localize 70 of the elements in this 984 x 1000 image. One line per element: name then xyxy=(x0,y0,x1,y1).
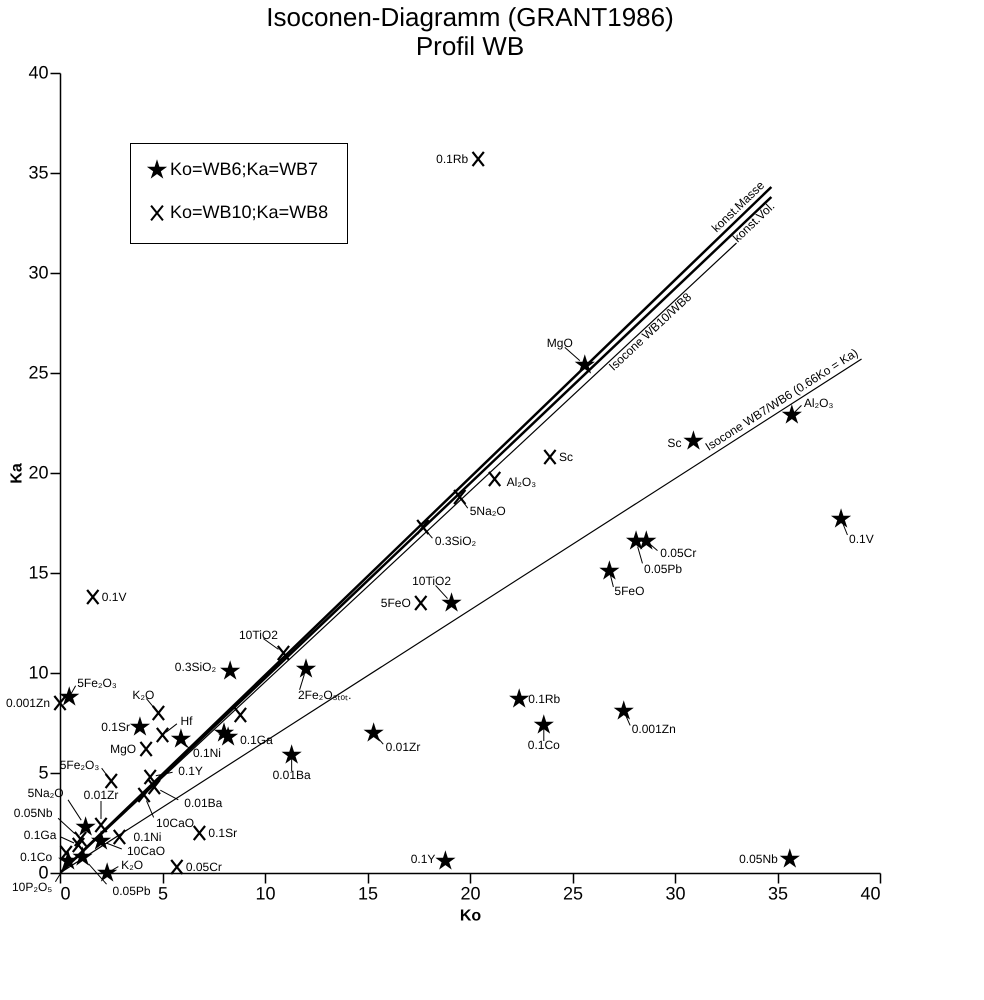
annotation: 0.1Sr xyxy=(208,826,238,840)
annotation: 0.001Zn xyxy=(6,696,50,710)
annotation: 0.3SiO₂ xyxy=(434,534,477,548)
annotation: 0.1Rb xyxy=(436,152,469,166)
y-tick-label: 15 xyxy=(28,562,48,582)
legend-label: Ko=WB6;Ka=WB7 xyxy=(170,159,318,179)
annotation: Sc xyxy=(558,450,573,464)
annotation: 0.05Nb xyxy=(739,852,778,866)
y-tick-label: 40 xyxy=(28,62,48,82)
annotation: 0.1V xyxy=(102,590,126,604)
annotation: 10CaO xyxy=(156,816,194,830)
annotation: 5FeO xyxy=(380,596,411,610)
annotation: 0.1Sr xyxy=(101,720,130,734)
x-tick-label: 20 xyxy=(460,884,481,904)
annotation: 0.01Zr xyxy=(84,788,118,802)
annotation: K₂O xyxy=(132,688,154,702)
annotation: 0.01Ba xyxy=(184,796,223,810)
chart-subtitle: Profil WB xyxy=(416,31,524,61)
y-tick-label: 35 xyxy=(28,162,48,182)
annotation: 5Fe₂O₃ xyxy=(77,676,117,690)
x-tick-label: 10 xyxy=(255,884,276,904)
legend-label: Ko=WB10;Ka=WB8 xyxy=(170,202,328,222)
annotation: 0.1Co xyxy=(20,850,52,864)
annotation: 0.1Rb xyxy=(528,692,561,706)
y-tick-label: 0 xyxy=(38,862,48,882)
chart-title: Isoconen-Diagramm (GRANT1986) xyxy=(266,2,674,32)
annotation: 0.01Ba xyxy=(272,768,311,782)
annotation: 10TiO2 xyxy=(412,574,452,588)
annotation: 0.1Y xyxy=(410,852,436,866)
annotation: 0.1Ni xyxy=(192,746,221,760)
annotation: 0.1Ni xyxy=(133,830,162,844)
annotation: 10P₂O₅ xyxy=(12,880,52,894)
x-tick-label: 30 xyxy=(665,884,686,904)
x-tick-label: 0 xyxy=(60,884,71,904)
annotation: 5FeO xyxy=(614,584,644,598)
annotation: 0.05Cr xyxy=(186,860,222,874)
y-tick-label: 10 xyxy=(28,662,48,682)
x-tick-label: 40 xyxy=(860,884,880,904)
annotation: 0.3SiO₂ xyxy=(174,660,216,674)
annotation: 0.1Co xyxy=(528,738,560,752)
annotation: 5Na₂O xyxy=(470,504,506,518)
y-tick-label: 5 xyxy=(38,762,48,782)
annotation: Al₂O₃ xyxy=(804,396,834,410)
annotation: K₂O xyxy=(121,858,144,872)
x-axis-title: Ko xyxy=(460,908,482,924)
annotation: 0.01Zr xyxy=(386,740,420,754)
annotation: Al₂O₃ xyxy=(506,475,536,489)
y-tick-label: 30 xyxy=(28,262,48,282)
annotation: MgO xyxy=(546,336,573,350)
x-tick-label: 15 xyxy=(358,884,378,904)
annotation: 0.1Ga xyxy=(24,828,57,842)
annotation: 0.1V xyxy=(849,532,874,546)
annotation: 10TiO2 xyxy=(238,628,278,642)
annotation: 0.001Zn xyxy=(632,722,676,736)
x-tick-label: 25 xyxy=(562,884,584,904)
annotation: MgO xyxy=(110,742,136,756)
annotation: 0.1Y xyxy=(178,764,203,778)
annotation: Hf xyxy=(180,714,194,728)
annotation: 0.05Pb xyxy=(644,562,682,576)
annotation: 5Fe₂O₃ xyxy=(60,758,100,772)
y-tick-label: 20 xyxy=(28,462,48,482)
annotation: 10CaO xyxy=(127,844,166,858)
x-tick-label: 5 xyxy=(158,884,168,904)
y-axis-title: Ka xyxy=(8,463,26,484)
x-tick-label: 35 xyxy=(768,884,788,904)
annotation: 0.05Pb xyxy=(112,884,151,898)
annotation: Sc xyxy=(667,436,682,450)
annotation: 0.05Nb xyxy=(14,806,53,820)
annotation: 0.05Cr xyxy=(660,546,696,560)
y-tick-label: 25 xyxy=(28,362,48,382)
